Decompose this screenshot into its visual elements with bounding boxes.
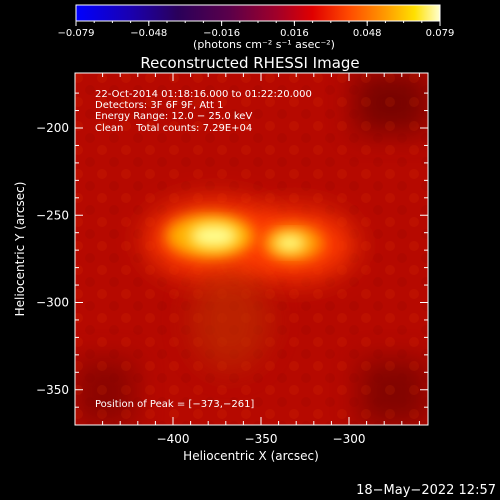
colorbar-unit-label: (photons cm⁻² s⁻¹ asec⁻²) — [193, 38, 335, 51]
axis-ticks: −400 −350 −300 −200 −250 −300 −350 — [36, 73, 428, 446]
annotation-time: 22-Oct-2014 01:18:16.000 to 01:22:20.000 — [95, 89, 312, 100]
colorbar — [75, 4, 441, 22]
annotation-detectors: Detectors: 3F 6F 9F, Att 1 — [95, 100, 223, 111]
colorbar-tick-label: 0.016 — [280, 28, 309, 39]
annotation-block: 22-Oct-2014 01:18:16.000 to 01:22:20.000… — [95, 89, 312, 134]
colorbar-ticks: −0.079 −0.048 −0.016 0.016 0.048 0.079 — [57, 21, 454, 39]
y-tick-label: −300 — [36, 296, 69, 310]
peak-position-label: Position of Peak = [−373,−261] — [95, 399, 254, 410]
x-axis-label: Heliocentric X (arcsec) — [183, 449, 319, 463]
annotation-energy: Energy Range: 12.0 − 25.0 keV — [95, 111, 252, 122]
timestamp: 18−May−2022 12:57 — [356, 483, 496, 498]
plot-title: Reconstructed RHESSI Image — [140, 54, 359, 72]
colorbar-tick-label: 0.079 — [426, 28, 455, 39]
colorbar-tick-label: 0.048 — [353, 28, 382, 39]
colorbar-tick-label: −0.048 — [130, 28, 167, 39]
y-tick-label: −350 — [36, 383, 69, 397]
y-axis-label: Heliocentric Y (arcsec) — [13, 182, 27, 317]
plot-frame — [74, 72, 429, 426]
heatmap-image — [75, 73, 428, 425]
x-tick-label: −350 — [245, 432, 278, 446]
x-tick-label: −400 — [157, 432, 190, 446]
colorbar-tick-label: −0.079 — [57, 28, 94, 39]
x-tick-label: −300 — [333, 432, 366, 446]
colorbar-tick-label: −0.016 — [203, 28, 240, 39]
y-tick-label: −200 — [36, 121, 69, 135]
annotation-counts: Clean Total counts: 7.29E+04 — [95, 123, 252, 134]
y-tick-label: −250 — [36, 208, 69, 222]
